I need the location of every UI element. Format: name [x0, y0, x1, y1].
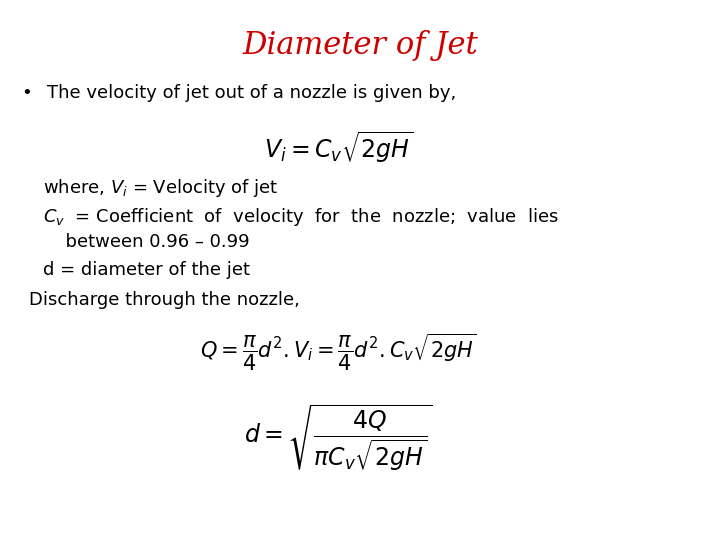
Text: $C_v$  = Coefficient  of  velocity  for  the  nozzle;  value  lies: $C_v$ = Coefficient of velocity for the …: [43, 206, 559, 228]
Text: between 0.96 – 0.99: between 0.96 – 0.99: [54, 233, 250, 251]
Text: d = diameter of the jet: d = diameter of the jet: [43, 261, 251, 279]
Text: $Q = \dfrac{\pi}{4}d^2.V_i = \dfrac{\pi}{4}d^2.C_v\sqrt{2gH}$: $Q = \dfrac{\pi}{4}d^2.V_i = \dfrac{\pi}…: [200, 332, 477, 373]
Text: $d = \sqrt{\dfrac{4Q}{\pi C_v\sqrt{2gH}}}$: $d = \sqrt{\dfrac{4Q}{\pi C_v\sqrt{2gH}}…: [244, 402, 433, 472]
Text: •: •: [22, 84, 32, 102]
Text: where, $V_i$ = Velocity of jet: where, $V_i$ = Velocity of jet: [43, 177, 279, 199]
Text: The velocity of jet out of a nozzle is given by,: The velocity of jet out of a nozzle is g…: [47, 84, 456, 102]
Text: $V_i = C_v\sqrt{2gH}$: $V_i = C_v\sqrt{2gH}$: [264, 130, 413, 165]
Text: Diameter of Jet: Diameter of Jet: [242, 30, 478, 60]
Text: Discharge through the nozzle,: Discharge through the nozzle,: [29, 291, 300, 308]
